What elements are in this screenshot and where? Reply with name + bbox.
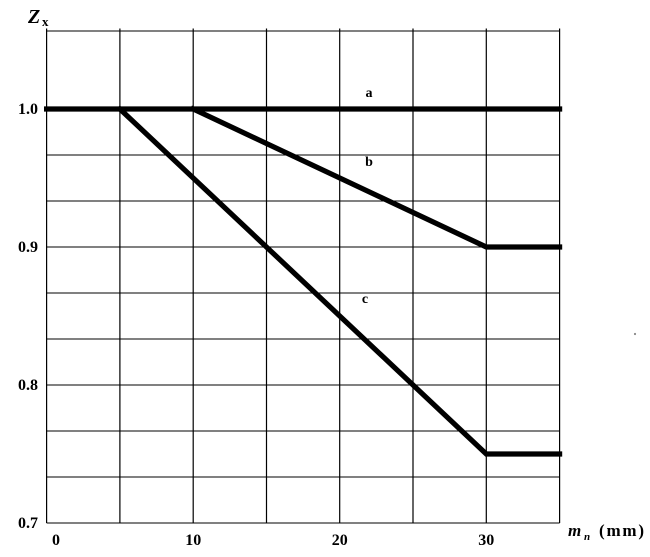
svg-text:Z: Z [27, 6, 40, 28]
svg-text:0: 0 [52, 532, 60, 549]
svg-text:30: 30 [478, 532, 494, 549]
svg-text:10: 10 [185, 532, 201, 549]
svg-text:1.0: 1.0 [18, 101, 38, 118]
svg-text:x: x [42, 14, 49, 29]
svg-text:b: b [365, 155, 373, 170]
svg-text:a: a [366, 86, 373, 101]
svg-text:(mm): (mm) [599, 521, 646, 540]
svg-text:0.9: 0.9 [18, 239, 38, 256]
svg-text:0.8: 0.8 [18, 377, 38, 394]
svg-text:0.7: 0.7 [18, 515, 38, 532]
svg-text:m: m [568, 521, 581, 540]
svg-text:n: n [584, 531, 590, 543]
svg-text:c: c [362, 292, 368, 307]
svg-text:20: 20 [332, 532, 348, 549]
